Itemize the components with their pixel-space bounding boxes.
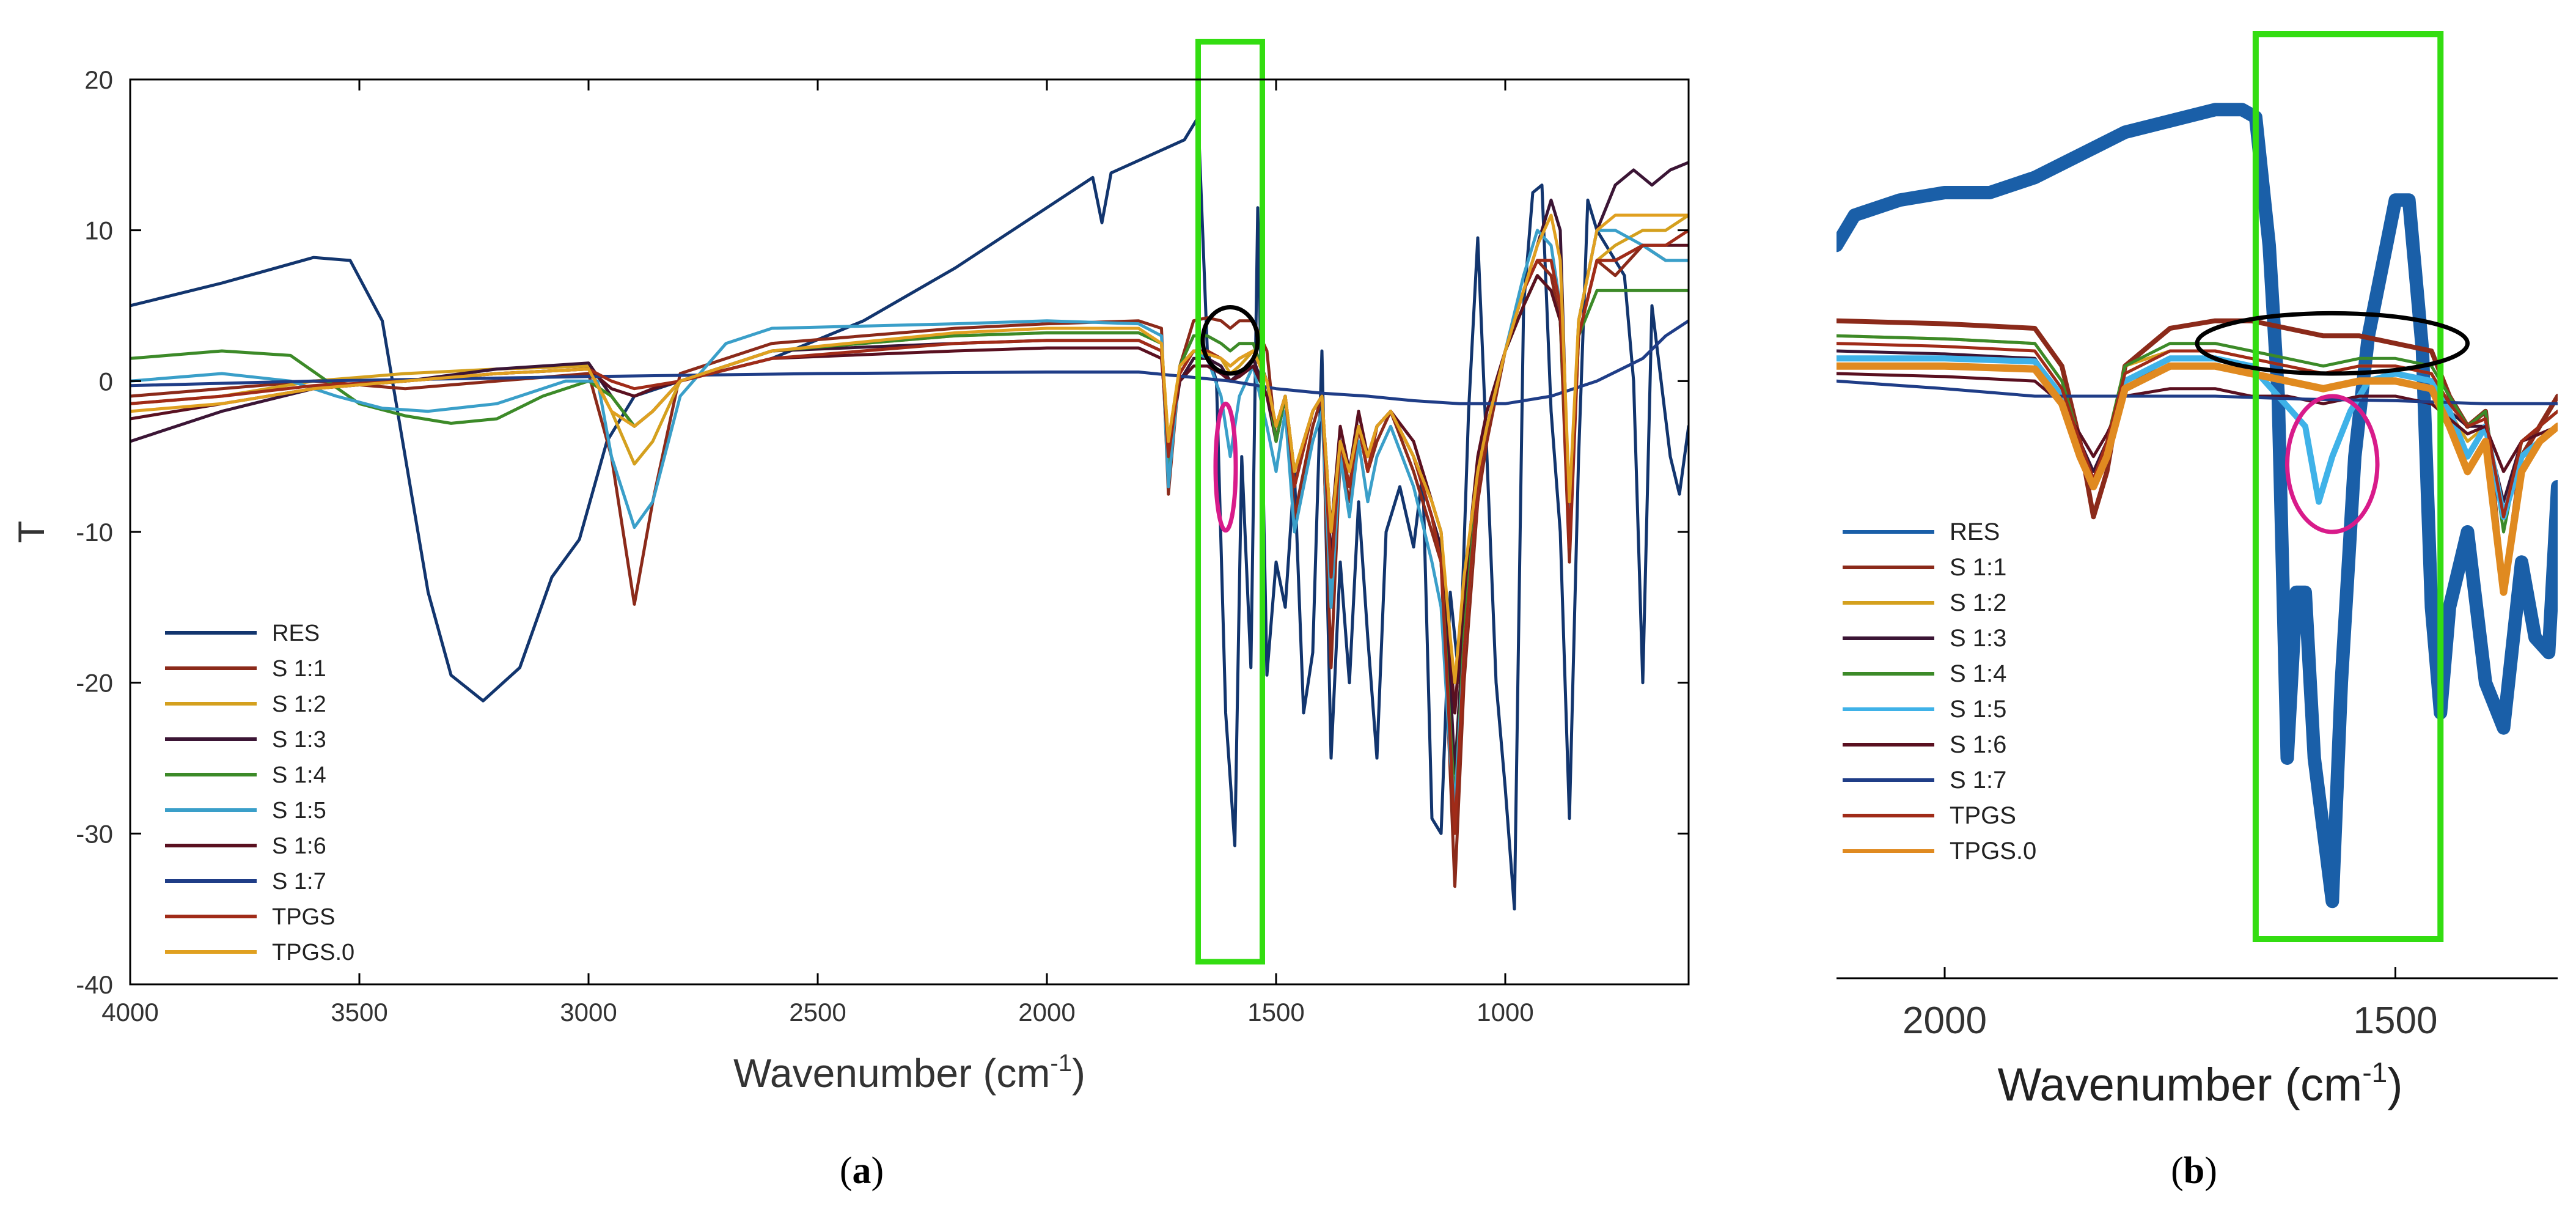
legend-item-s-1-4: S 1:4	[1843, 660, 2006, 687]
legend-item-res: RES	[1843, 518, 2000, 545]
legend-item-s-1-3: S 1:3	[1843, 625, 2006, 652]
legend-label: S 1:5	[272, 798, 326, 824]
legend-label: S 1:4	[272, 762, 326, 788]
legend-item-s-1-1: S 1:1	[165, 656, 326, 682]
panel-a-x-ticks: 4000 3500 3000 2500 2000 1500 1000	[101, 79, 1534, 1027]
legend-item-tpgs-0: TPGS.0	[1843, 838, 2036, 865]
legend-label: TPGS	[272, 904, 335, 930]
legend-item-s-1-2: S 1:2	[165, 691, 326, 717]
y-tick-label: 10	[84, 216, 113, 245]
highlight-box	[2252, 31, 2444, 942]
legend-item-tpgs-0: TPGS.0	[165, 940, 354, 965]
panel-b-series-group	[1837, 103, 2558, 909]
y-tick-label: -40	[76, 970, 113, 999]
series-line-s-1-7	[130, 319, 1689, 405]
panel-b-x-axis-label: Wavenumber (cm-1)	[1997, 1056, 2402, 1111]
panel-b-caption: (b)	[2171, 1150, 2217, 1192]
panel-a: 4000 3500 3000 2500 2000 1500 1000 -40 -30 -20 -1…	[11, 39, 1690, 1096]
legend-item-res: RES	[165, 621, 320, 646]
series-line-tpgs-0	[1837, 362, 2558, 596]
series-line-tpgs-0	[130, 213, 1689, 685]
legend-item-s-1-6: S 1:6	[165, 833, 326, 859]
x-tick-label: 1500	[1247, 998, 1304, 1027]
panel-b: 2000 1500 Wavenumber (cm-1) RES S 1:1 S 1:2…	[1837, 31, 2558, 1111]
panel-b-legend: RES S 1:1 S 1:2 S 1:3 S 1:4 S 1:5 S 1:6 S 1:7 TP…	[1843, 518, 2036, 865]
magenta-ellipse	[2285, 394, 2380, 534]
legend-label: S 1:7	[1950, 767, 2006, 794]
series-line-res	[1837, 103, 2558, 909]
legend-item-s-1-3: S 1:3	[165, 727, 326, 753]
panel-a-overlays	[1195, 39, 1265, 965]
legend-label: RES	[272, 621, 320, 646]
series-line-s-1-5	[130, 229, 1689, 805]
magenta-ellipse	[1213, 401, 1238, 533]
legend-item-s-1-5: S 1:5	[1843, 696, 2006, 723]
legend-item-s-1-6: S 1:6	[1843, 731, 2006, 758]
y-tick-label: 20	[84, 65, 113, 94]
x-tick-label: 2000	[1903, 1000, 1987, 1042]
panel-a-series-group	[130, 116, 1689, 911]
x-tick-label: 2500	[789, 998, 846, 1027]
legend-label: TPGS	[1950, 802, 2016, 829]
panel-a-plot-area	[130, 79, 1689, 984]
legend-label: TPGS.0	[1950, 838, 2036, 865]
legend-label: S 1:2	[1950, 589, 2006, 616]
x-tick-label: 1000	[1477, 998, 1533, 1027]
legend-label: S 1:4	[1950, 660, 2006, 687]
y-tick-label: -20	[76, 669, 113, 698]
x-tick-label: 4000	[101, 998, 158, 1027]
series-line-s-1-5	[1837, 355, 2558, 520]
black-ellipse	[1200, 304, 1260, 376]
legend-label: S 1:6	[1950, 731, 2006, 758]
y-tick-label: -30	[76, 819, 113, 848]
x-tick-label: 1500	[2354, 1000, 2438, 1042]
legend-item-s-1-2: S 1:2	[1843, 589, 2006, 616]
legend-label: S 1:2	[272, 691, 326, 717]
highlight-box	[1195, 39, 1265, 965]
panel-b-x-ticks: 2000 1500	[1903, 967, 2437, 1042]
x-tick-label: 3500	[331, 998, 387, 1027]
legend-item-tpgs: TPGS	[165, 904, 335, 930]
series-line-tpgs	[1837, 342, 2558, 518]
legend-item-s-1-1: S 1:1	[1843, 554, 2006, 581]
legend-item-tpgs: TPGS	[1843, 802, 2016, 829]
legend-label: S 1:1	[272, 656, 326, 682]
legend-item-s-1-7: S 1:7	[1843, 767, 2006, 794]
legend-label: S 1:1	[1950, 554, 2006, 581]
series-line-s-1-7	[1837, 379, 2558, 405]
legend-label: S 1:6	[272, 833, 326, 859]
legend-label: TPGS.0	[272, 940, 354, 965]
panel-a-caption: (a)	[840, 1150, 884, 1192]
y-tick-label: 0	[99, 367, 113, 396]
panel-a-y-axis-label: T	[11, 521, 52, 544]
legend-label: S 1:3	[272, 727, 326, 753]
panel-b-overlays	[2195, 31, 2470, 942]
black-ellipse	[2195, 311, 2470, 376]
panel-a-y-ticks: -40 -30 -20 -10 0 10 20	[76, 65, 1689, 999]
panel-a-x-axis-label: Wavenumber (cm-1)	[733, 1050, 1085, 1096]
y-tick-label: -10	[76, 518, 113, 547]
legend-item-s-1-5: S 1:5	[165, 798, 326, 824]
legend-item-s-1-7: S 1:7	[165, 869, 326, 894]
legend-label: S 1:3	[1950, 625, 2006, 652]
legend-item-s-1-4: S 1:4	[165, 762, 326, 788]
panel-a-legend: RES S 1:1 S 1:2 S 1:3 S 1:4 S 1:5 S 1:6 S 1:7 TP…	[165, 621, 354, 965]
legend-label: S 1:7	[272, 869, 326, 894]
legend-label: RES	[1950, 518, 2000, 545]
x-tick-label: 3000	[560, 998, 617, 1027]
legend-label: S 1:5	[1950, 696, 2006, 723]
x-tick-label: 2000	[1018, 998, 1075, 1027]
